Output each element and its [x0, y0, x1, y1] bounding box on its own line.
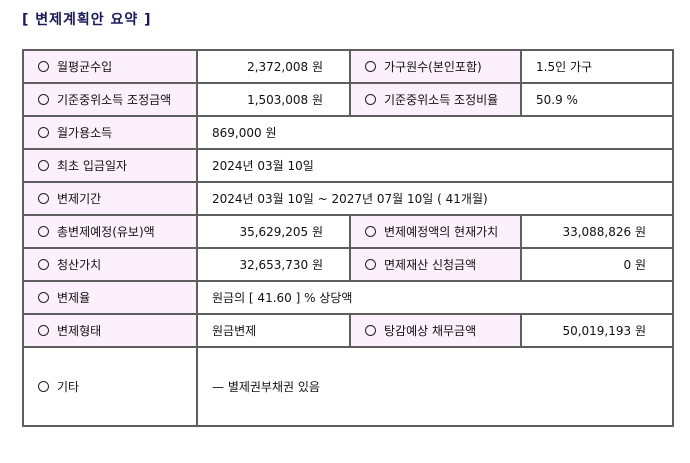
label-cell: 면제재산 신청금액 [349, 247, 522, 282]
circle-bullet-icon [365, 259, 376, 270]
circle-bullet-icon [365, 94, 376, 105]
circle-bullet-icon [365, 226, 376, 237]
label-text: 기준중위소득 조정비율 [384, 93, 499, 107]
page-title: [ 변제계획안 요약 ] [22, 12, 152, 28]
table-row: 최초 입금일자 2024년 03월 10일 [22, 148, 674, 183]
circle-bullet-icon [38, 160, 49, 171]
circle-bullet-icon [38, 61, 49, 72]
value-cell: 35,629,205 원 [196, 214, 351, 249]
label-cell: 월평균수입 [22, 49, 198, 84]
label-cell: 기준중위소득 조정비율 [349, 82, 522, 117]
value-cell: 2,372,008 원 [196, 49, 351, 84]
circle-bullet-icon [38, 325, 49, 336]
label-cell: 변제예정액의 현재가치 [349, 214, 522, 249]
label-text: 기타 [57, 380, 80, 394]
table-row: 월가용소득 869,000 원 [22, 115, 674, 150]
table-row: 기준중위소득 조정금액 1,503,008 원 기준중위소득 조정비율 50.9… [22, 82, 674, 117]
label-text: 월가용소득 [57, 126, 113, 140]
value-cell: — 별제권부채권 있음 [196, 346, 674, 427]
label-cell: 총변제예정(유보)액 [22, 214, 198, 249]
label-cell: 탕감예상 채무금액 [349, 313, 522, 348]
label-cell: 최초 입금일자 [22, 148, 198, 183]
value-cell: 2024년 03월 10일 [196, 148, 674, 183]
label-text: 변제율 [57, 291, 91, 305]
label-cell: 기준중위소득 조정금액 [22, 82, 198, 117]
label-text: 면제재산 신청금액 [384, 258, 477, 272]
label-text: 최초 입금일자 [57, 159, 128, 173]
value-cell: 원금변제 [196, 313, 351, 348]
label-cell: 변제기간 [22, 181, 198, 216]
label-text: 변제형태 [57, 324, 102, 338]
value-cell: 1.5인 가구 [520, 49, 674, 84]
label-text: 청산가치 [57, 258, 102, 272]
label-text: 가구원수(본인포함) [384, 60, 482, 74]
value-cell: 0 원 [520, 247, 674, 282]
circle-bullet-icon [38, 193, 49, 204]
label-cell: 월가용소득 [22, 115, 198, 150]
value-cell: 32,653,730 원 [196, 247, 351, 282]
label-cell: 청산가치 [22, 247, 198, 282]
value-cell: 33,088,826 원 [520, 214, 674, 249]
circle-bullet-icon [38, 226, 49, 237]
label-text: 탕감예상 채무금액 [384, 324, 477, 338]
circle-bullet-icon [365, 61, 376, 72]
label-text: 변제기간 [57, 192, 102, 206]
label-text: 월평균수입 [57, 60, 113, 74]
circle-bullet-icon [38, 292, 49, 303]
label-text: 변제예정액의 현재가치 [384, 225, 499, 239]
table-row: 총변제예정(유보)액 35,629,205 원 변제예정액의 현재가치 33,0… [22, 214, 674, 249]
table-row: 월평균수입 2,372,008 원 가구원수(본인포함) 1.5인 가구 [22, 49, 674, 84]
value-cell: 50.9 % [520, 82, 674, 117]
label-text: 기준중위소득 조정금액 [57, 93, 172, 107]
table-row: 청산가치 32,653,730 원 면제재산 신청금액 0 원 [22, 247, 674, 282]
plan-summary-table: 월평균수입 2,372,008 원 가구원수(본인포함) 1.5인 가구 기준중… [22, 49, 674, 427]
table-row: 변제율 원금의 [ 41.60 ] % 상당액 [22, 280, 674, 315]
label-text: 총변제예정(유보)액 [57, 225, 155, 239]
circle-bullet-icon [38, 259, 49, 270]
circle-bullet-icon [365, 325, 376, 336]
value-cell: 50,019,193 원 [520, 313, 674, 348]
circle-bullet-icon [38, 94, 49, 105]
value-cell: 원금의 [ 41.60 ] % 상당액 [196, 280, 674, 315]
circle-bullet-icon [38, 381, 49, 392]
value-cell: 869,000 원 [196, 115, 674, 150]
label-cell: 변제율 [22, 280, 198, 315]
table-row: 기타 — 별제권부채권 있음 [22, 346, 674, 427]
label-cell: 변제형태 [22, 313, 198, 348]
label-cell: 기타 [22, 346, 198, 427]
table-row: 변제형태 원금변제 탕감예상 채무금액 50,019,193 원 [22, 313, 674, 348]
value-cell: 1,503,008 원 [196, 82, 351, 117]
label-cell: 가구원수(본인포함) [349, 49, 522, 84]
value-cell: 2024년 03월 10일 ~ 2027년 07월 10일 ( 41개월) [196, 181, 674, 216]
table-row: 변제기간 2024년 03월 10일 ~ 2027년 07월 10일 ( 41개… [22, 181, 674, 216]
circle-bullet-icon [38, 127, 49, 138]
